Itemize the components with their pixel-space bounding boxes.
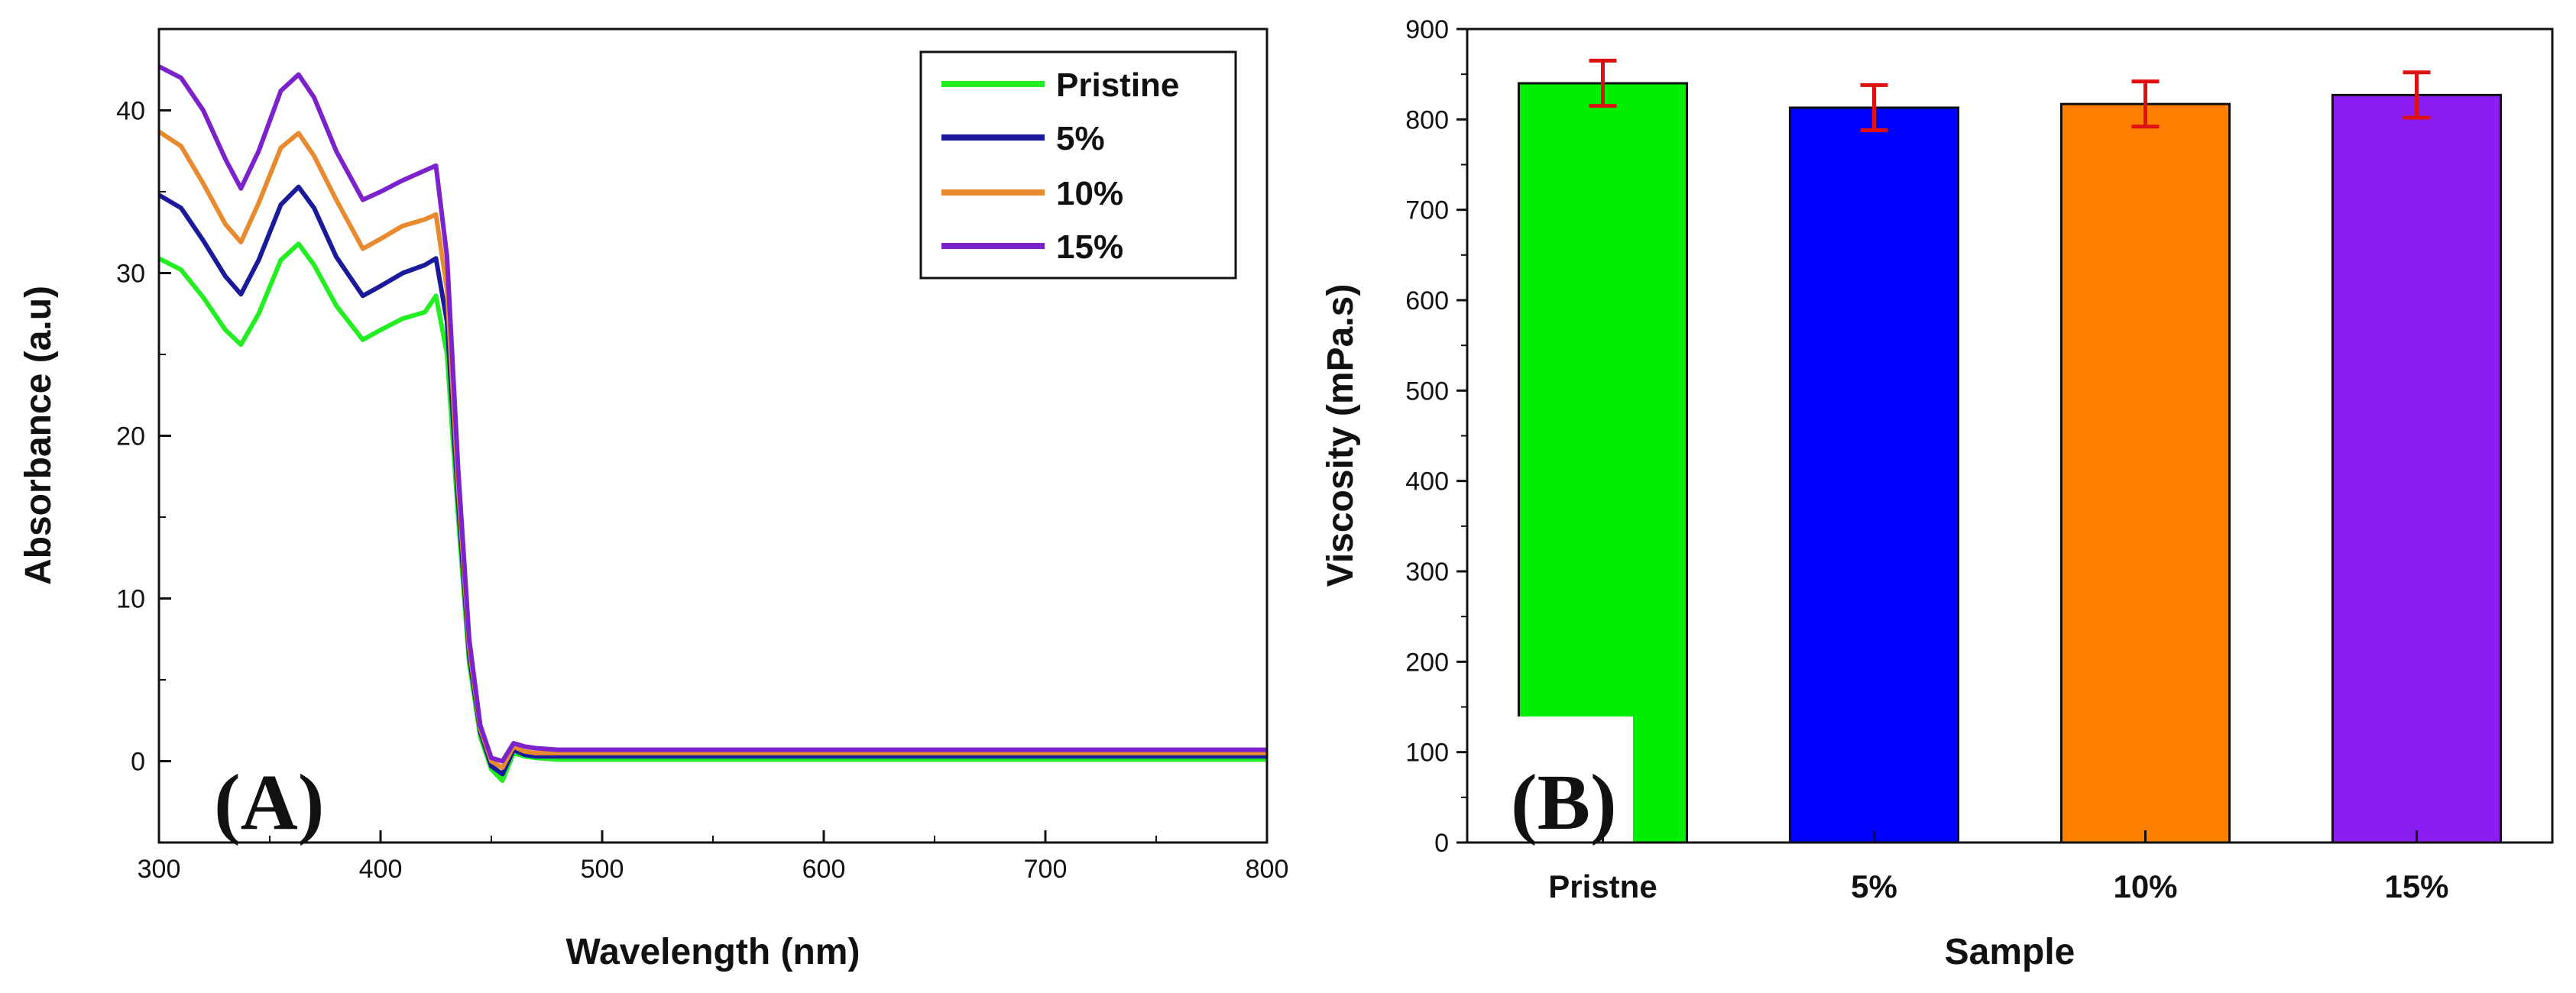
panel-a-ticks: 300 400 500 600 700 800 0 10 20 30 40 — [116, 28, 1289, 884]
panel-b-x-axis-title: Sample — [1945, 932, 2075, 972]
category-label-15pct: 15% — [2384, 868, 2448, 904]
legend-label-15pct: 15% — [1056, 228, 1123, 266]
y-tick-label: 300 — [1405, 558, 1449, 587]
x-tick-label: 600 — [802, 855, 846, 884]
x-tick-label: 800 — [1246, 855, 1289, 884]
bar-15pct — [2331, 93, 2503, 844]
y-tick-label: 500 — [1405, 377, 1449, 406]
panel-a-label: (A) — [214, 758, 324, 846]
panel-a-y-axis-title: Absorbance (a.u) — [18, 286, 59, 585]
legend-label-10pct: 10% — [1056, 175, 1123, 212]
panel-a: 300 400 500 600 700 800 0 10 20 30 40 Pristine 5% … — [18, 27, 1289, 972]
x-tick-label: 500 — [581, 855, 624, 884]
legend-label-pristine: Pristine — [1056, 66, 1179, 104]
y-tick-label: 40 — [116, 97, 145, 126]
panel-b-y-axis-title: Viscosity (mPa.s) — [1320, 284, 1361, 587]
x-tick-label: 400 — [359, 855, 403, 884]
x-tick-label: 700 — [1024, 855, 1068, 884]
y-tick-label: 700 — [1405, 196, 1449, 225]
y-tick-label: 900 — [1405, 15, 1449, 44]
legend-box — [919, 50, 1237, 280]
y-tick-label: 0 — [1434, 829, 1449, 858]
y-tick-label: 10 — [116, 585, 145, 614]
y-tick-label: 0 — [131, 748, 145, 777]
panel-a-series-layer — [157, 64, 1267, 784]
legend-label-5pct: 5% — [1056, 120, 1105, 157]
category-label-5pct: 5% — [1851, 868, 1897, 904]
bar-5pct — [1788, 106, 1960, 844]
panel-b-bars-layer — [1517, 58, 2503, 844]
panel-b-ticks: Pristne 5% 10% 15% 0 100 200 300 400 500 600 700 800… — [1405, 15, 2448, 904]
panel-b-label-background — [1473, 716, 1633, 848]
y-tick-label: 600 — [1405, 286, 1449, 315]
panel-a-x-axis-title: Wavelength (nm) — [566, 932, 860, 972]
panel-a-legend: Pristine 5% 10% 15% — [919, 50, 1237, 280]
y-tick-label: 400 — [1405, 467, 1449, 496]
y-tick-label: 800 — [1405, 105, 1449, 134]
y-tick-label: 200 — [1405, 648, 1449, 677]
y-tick-label: 20 — [116, 422, 145, 451]
panel-b-label: (B) — [1511, 758, 1617, 846]
y-tick-label: 100 — [1405, 739, 1449, 768]
bar-pristne — [1517, 82, 1689, 844]
bar-10pct — [2059, 102, 2231, 844]
y-tick-label: 30 — [116, 260, 145, 289]
category-label-10pct: 10% — [2113, 868, 2177, 904]
x-tick-label: 300 — [138, 855, 181, 884]
panel-b: Pristne 5% 10% 15% 0 100 200 300 400 500 600 700 800… — [1320, 15, 2554, 972]
category-label-pristne: Pristne — [1548, 868, 1657, 904]
series-line-15pct — [157, 64, 1267, 764]
